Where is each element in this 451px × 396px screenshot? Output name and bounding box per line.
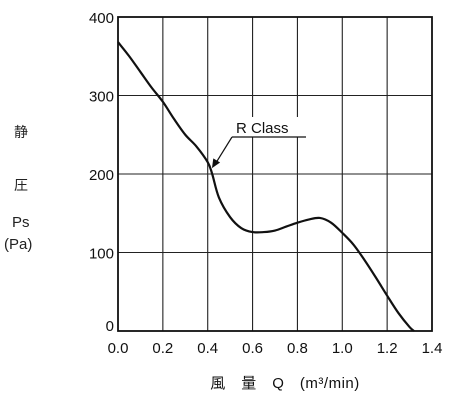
x-axis-label: 風 量 Q (m³/min)	[210, 375, 360, 392]
annotation: R Class	[211, 117, 312, 169]
annotation-bg	[234, 117, 312, 137]
x-tick-label: 1.4	[422, 340, 443, 357]
x-tick-label: 1.2	[377, 340, 398, 357]
x-tick-label: 0.8	[287, 340, 308, 357]
y-tick-label: 200	[89, 167, 114, 184]
y-label-line-4: (Pa)	[4, 236, 33, 253]
series-lines	[117, 41, 415, 332]
annotation-arrowhead	[211, 158, 221, 169]
series-line-r-class	[117, 41, 415, 332]
grid	[118, 17, 432, 331]
annotation-label: R Class	[236, 120, 289, 137]
y-tick-label: 100	[89, 246, 114, 263]
x-tick-label: 0.4	[197, 340, 218, 357]
y-tick-label: 300	[89, 89, 114, 106]
x-tick-label: 0.0	[108, 340, 129, 357]
y-label-line-1: 静	[14, 125, 28, 141]
x-tick-label: 0.2	[152, 340, 173, 357]
y-tick-label: 400	[89, 10, 114, 27]
y-tick-label: 0	[106, 318, 114, 335]
y-label-line-3: Ps	[12, 214, 30, 231]
tick-labels: 0.0 0.2 0.4 0.6 0.8 1.0 1.2 1.4 0 100 200 300 400	[89, 10, 442, 357]
plot-frame	[117, 16, 433, 332]
x-tick-label: 0.6	[242, 340, 263, 357]
y-label-line-2: 圧	[14, 178, 28, 194]
x-tick-label: 1.0	[332, 340, 353, 357]
